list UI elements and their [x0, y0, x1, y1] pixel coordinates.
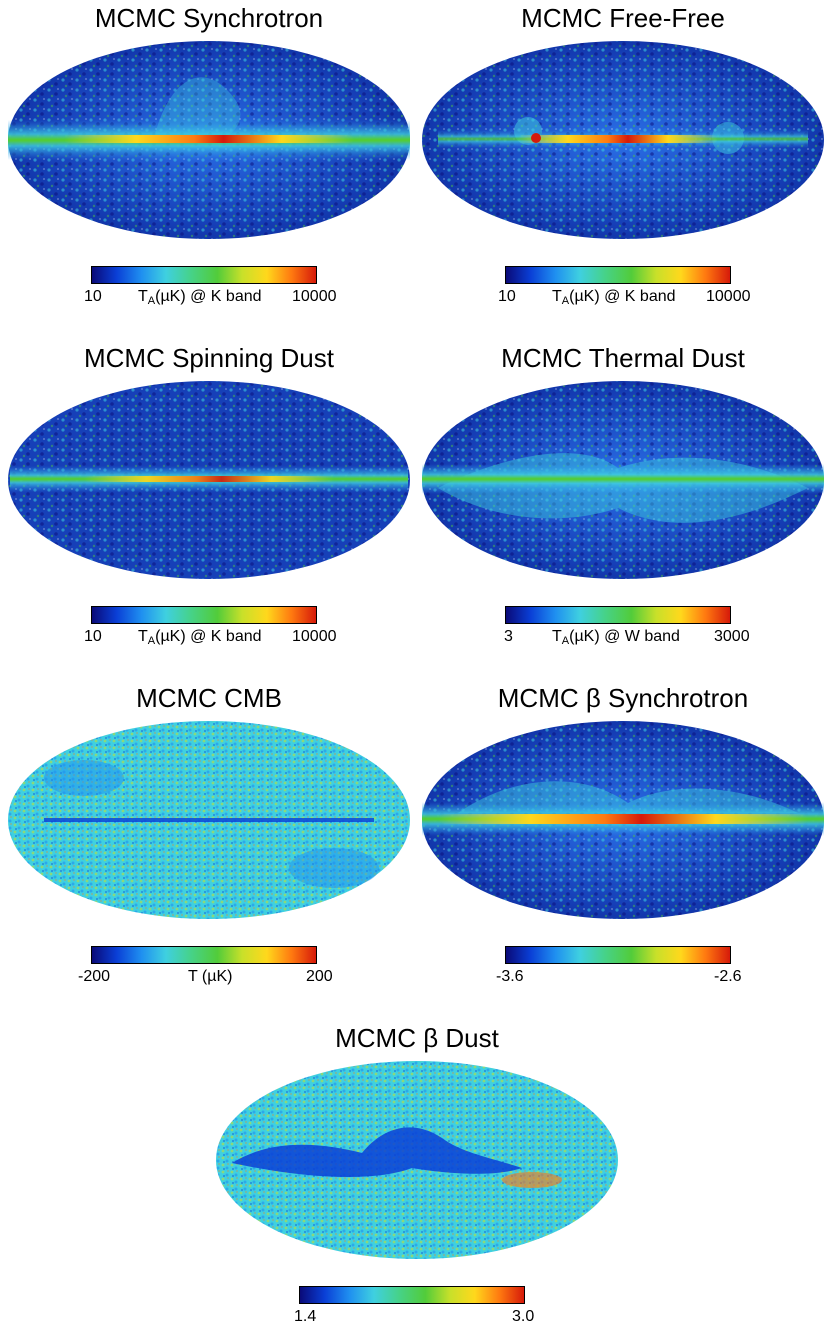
- sky-map: [422, 721, 824, 919]
- sky-map: [216, 1061, 618, 1259]
- sky-map: [422, 381, 824, 579]
- colorbar: [299, 1286, 525, 1304]
- sky-map: [8, 381, 410, 579]
- panel-title: MCMC β Dust: [335, 1023, 499, 1053]
- colorbar-max-label: -2.6: [714, 968, 742, 985]
- colorbar-min-label: -200: [78, 968, 111, 985]
- colorbar-max-label: 3.0: [512, 1308, 535, 1325]
- panel-title: MCMC CMB: [136, 683, 282, 713]
- colorbar-max-label: 10000: [292, 628, 337, 645]
- colorbar-unit-label: T (µK): [188, 968, 233, 985]
- sky-map: [8, 721, 410, 919]
- sky-map: [8, 41, 410, 239]
- colorbar-unit-label: TA(µK) @ K band: [552, 288, 676, 307]
- colorbar: [91, 606, 317, 624]
- colorbar: [91, 266, 317, 284]
- panel-title: MCMC β Synchrotron: [497, 683, 749, 713]
- colorbar-max-label: 10000: [292, 288, 337, 305]
- colorbar-max-label: 10000: [706, 288, 751, 305]
- colorbar-max-label: 3000: [714, 628, 750, 645]
- colorbar-min-label: -3.6: [496, 968, 524, 985]
- panel-title: MCMC Synchrotron: [94, 3, 324, 33]
- colorbar-min-label: 10: [498, 288, 516, 305]
- colorbar-unit-label: TA(µK) @ K band: [138, 288, 262, 307]
- colorbar-min-label: 10: [84, 288, 102, 305]
- colorbar-min-label: 1.4: [294, 1308, 317, 1325]
- panel-title: MCMC Free-Free: [521, 3, 725, 33]
- colorbar-max-label: 200: [306, 968, 333, 985]
- sky-map: [422, 41, 824, 239]
- colorbar-unit-label: TA(µK) @ K band: [138, 628, 262, 647]
- panel-title: MCMC Spinning Dust: [84, 343, 334, 373]
- colorbar: [91, 946, 317, 964]
- colorbar-min-label: 10: [84, 628, 102, 645]
- colorbar: [505, 946, 731, 964]
- panel-title: MCMC Thermal Dust: [501, 343, 745, 373]
- colorbar: [505, 266, 731, 284]
- colorbar-min-label: 3: [504, 628, 513, 645]
- colorbar: [505, 606, 731, 624]
- colorbar-unit-label: TA(µK) @ W band: [552, 628, 680, 647]
